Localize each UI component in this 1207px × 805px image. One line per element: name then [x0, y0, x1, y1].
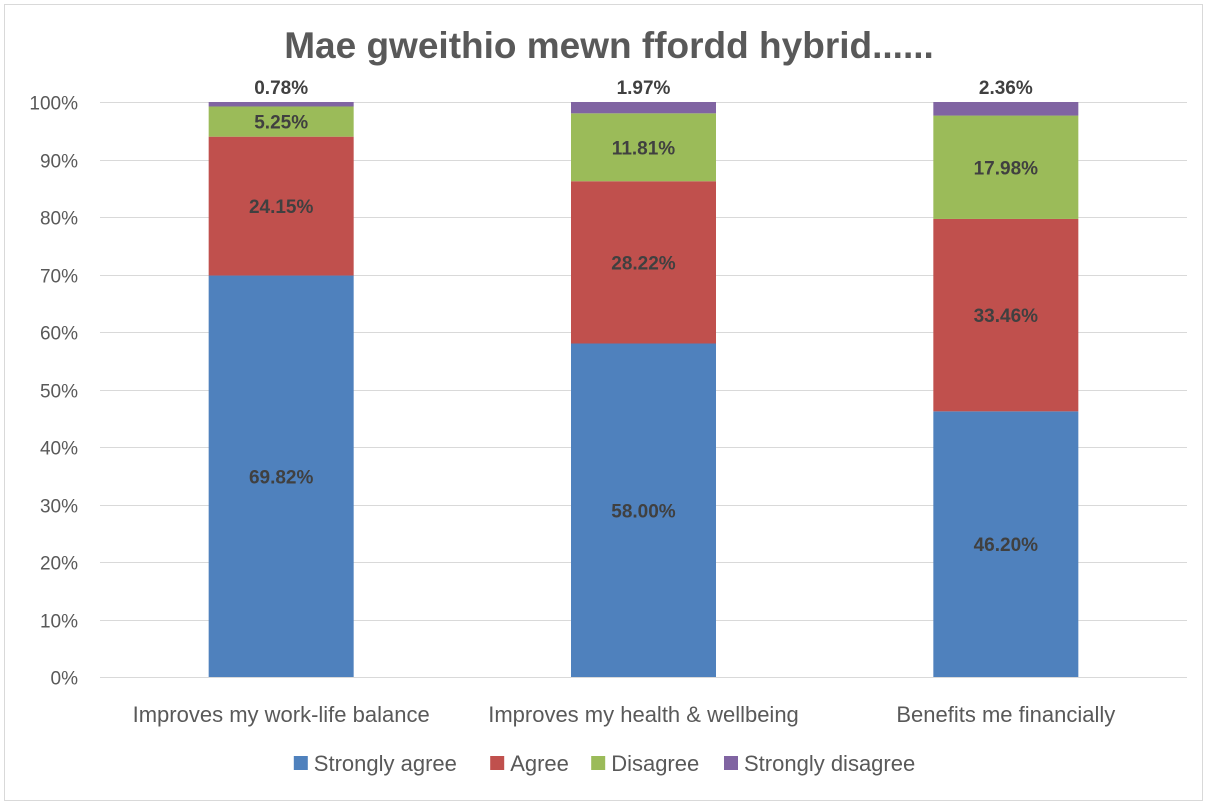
y-tick-label: 90% [40, 152, 78, 173]
x-category-label: Improves my work-life balance [133, 702, 430, 727]
data-label: 69.82% [249, 467, 314, 488]
data-label: 0.78% [254, 78, 308, 99]
y-tick-label: 50% [40, 382, 78, 403]
y-tick-label: 20% [40, 554, 78, 575]
bar-segment-agree [571, 181, 716, 344]
y-axis: 0% 10% 20% 30% 40% 50% 60% 70% 80% 90% 100% [29, 94, 78, 690]
x-axis: Improves my work-life balance Improves my… [100, 677, 1187, 727]
legend-swatch [293, 756, 308, 770]
bar-segment-disagree [208, 106, 354, 137]
x-category-label: Improves my health & wellbeing [488, 702, 799, 727]
bar-segment-disagree [933, 115, 1079, 219]
data-label: 2.36% [979, 78, 1033, 99]
bar-segment-strongly-disagree [208, 102, 354, 107]
bar-segment-agree [208, 136, 354, 276]
data-label: 28.22% [611, 253, 676, 274]
y-tick-label: 40% [40, 439, 78, 460]
data-label: 1.97% [617, 78, 671, 99]
y-tick-label: 0% [51, 669, 79, 690]
y-tick-label: 100% [29, 94, 78, 115]
data-label: 33.46% [974, 306, 1039, 327]
y-tick-label: 10% [40, 612, 78, 633]
y-tick-label: 80% [40, 209, 78, 230]
y-tick-label: 60% [40, 324, 78, 345]
legend-swatch [724, 756, 738, 770]
chart-title: Mae gweithio mewn ffordd hybrid...... [284, 25, 934, 66]
legend-label: Agree [510, 751, 569, 776]
y-tick-label: 70% [40, 267, 78, 288]
legend-swatch [490, 756, 505, 770]
data-label: 58.00% [611, 501, 676, 522]
data-label: 5.25% [254, 113, 308, 134]
data-label: 46.20% [974, 535, 1039, 556]
bar-segment-strongly-agree [208, 275, 354, 677]
bar-segment-strongly-disagree [571, 102, 716, 114]
data-labels: 69.82% 24.15% 5.25% 0.78% 58.00% 28.22% 11.81%… [249, 78, 1038, 556]
legend-label: Strongly disagree [744, 751, 915, 776]
data-label: 11.81% [612, 138, 675, 159]
bar-segment-disagree [571, 113, 716, 182]
data-label: 24.15% [249, 197, 314, 218]
y-tick-label: 30% [40, 497, 78, 518]
legend-label: Strongly agree [314, 751, 457, 776]
legend-swatch [591, 756, 606, 770]
legend-label: Disagree [611, 751, 699, 776]
bars [208, 102, 1079, 677]
bar-segment-strongly-agree [571, 343, 716, 677]
legend: Strongly agree Agree Disagree Strongly disa… [293, 751, 915, 776]
bar-segment-agree [933, 218, 1079, 412]
data-label: 17.98% [974, 158, 1039, 179]
bar-segment-strongly-agree [933, 411, 1079, 677]
bar-segment-strongly-disagree [933, 102, 1079, 116]
x-category-label: Benefits me financially [896, 702, 1115, 727]
